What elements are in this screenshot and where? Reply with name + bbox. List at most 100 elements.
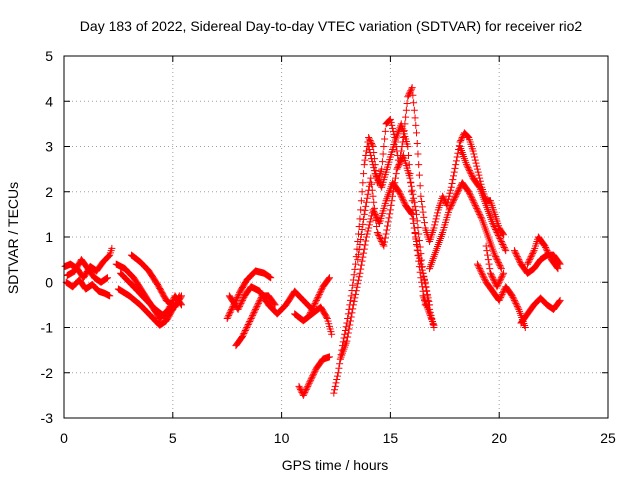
data-point: [333, 372, 341, 380]
data-point: [359, 220, 367, 228]
data-point: [365, 221, 373, 229]
data-point: [407, 188, 415, 196]
data-point: [311, 367, 319, 375]
data-point: [497, 265, 505, 273]
data-point: [357, 206, 365, 214]
y-tick-label: 5: [45, 48, 53, 64]
data-point: [236, 301, 244, 309]
data-point: [238, 333, 246, 341]
data-point: [481, 275, 489, 283]
series-arc-8: [223, 267, 275, 322]
data-point: [106, 292, 114, 300]
data-point: [313, 295, 321, 303]
data-point: [430, 224, 438, 232]
data-point: [455, 185, 463, 193]
data-point: [333, 376, 341, 384]
data-point: [241, 327, 249, 335]
data-point: [369, 192, 377, 200]
data-point: [453, 153, 461, 161]
data-point: [350, 271, 358, 279]
data-point: [541, 242, 549, 250]
data-point: [344, 333, 352, 341]
data-point: [497, 292, 505, 300]
data-point: [474, 168, 482, 176]
data-point: [445, 206, 453, 214]
data-point: [381, 234, 389, 242]
series-arc-3: [63, 256, 112, 286]
data-point: [357, 230, 365, 238]
data-point: [381, 135, 389, 143]
data-point: [544, 248, 552, 256]
data-point: [266, 273, 274, 281]
data-point: [415, 263, 423, 271]
data-point: [496, 262, 504, 270]
data-point: [355, 222, 363, 230]
data-point: [545, 250, 553, 258]
data-point: [378, 158, 386, 166]
data-point: [485, 260, 493, 268]
data-point: [235, 304, 243, 312]
series-arc-6: [127, 251, 186, 311]
data-point: [493, 228, 501, 236]
data-point: [236, 302, 244, 310]
data-point: [468, 171, 476, 179]
data-point: [373, 213, 381, 221]
data-point: [471, 153, 479, 161]
data-point: [354, 230, 362, 238]
y-axis-label: SDTVAR / TECUs: [5, 182, 21, 294]
data-point: [307, 376, 315, 384]
data-point: [233, 293, 241, 301]
data-point: [368, 158, 376, 166]
data-point: [349, 301, 357, 309]
data-point: [356, 241, 364, 249]
data-point: [388, 197, 396, 205]
data-point: [496, 277, 504, 285]
data-point: [414, 252, 422, 260]
data-point: [347, 296, 355, 304]
data-point: [360, 245, 368, 253]
data-point: [382, 230, 390, 238]
data-point: [386, 115, 394, 123]
data-point: [477, 268, 485, 276]
data-point: [305, 379, 313, 387]
data-point: [497, 274, 505, 282]
data-point: [509, 293, 517, 301]
data-point: [345, 325, 353, 333]
data-point: [489, 274, 497, 282]
data-point: [249, 310, 257, 318]
data-point: [364, 227, 372, 235]
data-point: [458, 133, 466, 141]
data-point: [494, 230, 502, 238]
data-point: [228, 305, 236, 313]
data-point: [368, 141, 376, 149]
data-point: [394, 164, 402, 172]
data-point: [528, 251, 536, 259]
data-point: [448, 179, 456, 187]
data-point: [497, 236, 505, 244]
data-point: [346, 321, 354, 329]
data-point: [372, 216, 380, 224]
data-point: [245, 319, 253, 327]
data-point: [468, 195, 476, 203]
data-point: [407, 87, 415, 95]
y-tick-label: 3: [45, 139, 53, 155]
data-point: [370, 204, 378, 212]
data-point: [495, 278, 503, 286]
data-point: [510, 247, 518, 255]
data-point: [496, 235, 504, 243]
data-point: [448, 200, 456, 208]
data-point: [511, 248, 519, 256]
data-point: [300, 390, 308, 398]
data-point: [399, 195, 407, 203]
data-point: [311, 299, 319, 307]
data-point: [447, 201, 455, 209]
data-point: [102, 275, 110, 283]
data-point: [243, 324, 251, 331]
data-point: [362, 198, 370, 206]
data-point: [494, 281, 502, 289]
data-point: [494, 280, 502, 288]
data-point: [404, 93, 412, 101]
data-point: [354, 280, 362, 288]
data-point: [352, 287, 360, 295]
data-point: [500, 244, 508, 252]
